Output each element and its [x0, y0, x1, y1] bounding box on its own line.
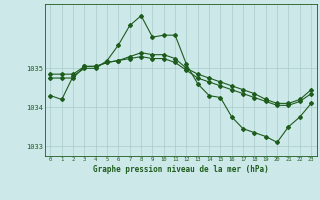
X-axis label: Graphe pression niveau de la mer (hPa): Graphe pression niveau de la mer (hPa) [93, 165, 269, 174]
